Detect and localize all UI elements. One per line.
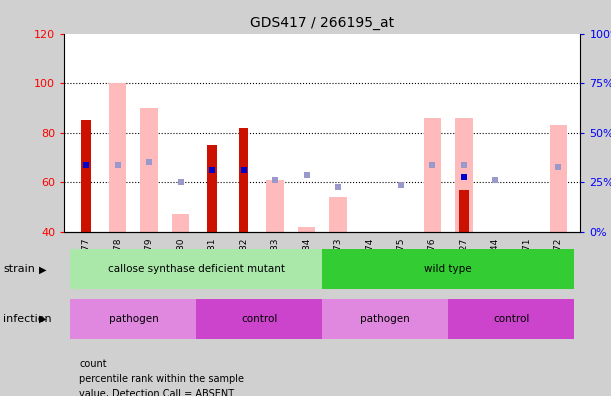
Bar [70, 249, 323, 289]
Text: pathogen: pathogen [109, 314, 158, 324]
Bar [172, 214, 189, 232]
Text: percentile rank within the sample: percentile rank within the sample [79, 374, 244, 385]
Text: pathogen: pathogen [360, 314, 410, 324]
Text: control: control [493, 314, 529, 324]
Bar [70, 299, 196, 339]
Bar [448, 299, 574, 339]
Bar [141, 108, 158, 232]
Bar [298, 227, 315, 232]
Bar [455, 118, 473, 232]
Text: callose synthase deficient mutant: callose synthase deficient mutant [108, 264, 285, 274]
Text: ▶: ▶ [38, 314, 46, 324]
Text: ▶: ▶ [38, 264, 46, 274]
Text: control: control [241, 314, 277, 324]
Bar [81, 120, 91, 232]
Bar [196, 299, 323, 339]
Text: wild type: wild type [425, 264, 472, 274]
Text: value, Detection Call = ABSENT: value, Detection Call = ABSENT [79, 389, 235, 396]
Bar [323, 299, 448, 339]
Text: count: count [79, 359, 107, 369]
Text: strain: strain [3, 264, 35, 274]
Text: infection: infection [3, 314, 52, 324]
Bar [266, 180, 284, 232]
Bar [424, 118, 441, 232]
Bar [550, 125, 567, 232]
Bar [329, 197, 346, 232]
Text: GDS417 / 266195_at: GDS417 / 266195_at [251, 16, 394, 30]
Bar [459, 190, 469, 232]
Bar [109, 83, 126, 232]
Bar [239, 128, 248, 232]
Bar [207, 145, 217, 232]
Bar [323, 249, 574, 289]
